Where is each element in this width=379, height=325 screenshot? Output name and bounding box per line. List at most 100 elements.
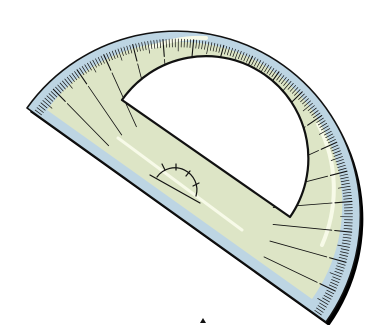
scale-tick: [337, 164, 346, 168]
scale-tick: [342, 236, 352, 239]
scale-tick: [322, 297, 330, 303]
scale-tick: [328, 284, 337, 289]
scale-tick: [95, 58, 100, 67]
scale-tick: [55, 86, 62, 94]
scale-tick: [264, 64, 270, 73]
scale-tick: [246, 54, 251, 63]
scale-tick: [132, 43, 138, 62]
scale-tick: [314, 310, 322, 316]
scale-tick: [330, 144, 339, 149]
protractor-pivot-mark: [200, 318, 206, 323]
scale-tick: [320, 141, 338, 150]
scale-tick: [280, 77, 287, 85]
scale-tick: [317, 305, 326, 311]
scale-division-line: [272, 224, 333, 231]
scale-tick: [289, 85, 296, 92]
scale-tick: [129, 44, 133, 54]
scale-tick: [117, 48, 123, 61]
scale-tick: [46, 95, 54, 102]
scale-tick: [100, 55, 105, 64]
scale-tick: [336, 162, 345, 166]
scale-tick: [343, 233, 352, 236]
scale-tick: [103, 54, 112, 71]
scale-tick: [319, 302, 327, 308]
scale-tick: [307, 105, 315, 111]
scale-tick: [69, 74, 75, 82]
scale-tick: [240, 52, 245, 61]
scale-tick: [343, 225, 353, 227]
scale-tick: [337, 244, 350, 248]
scale-tick: [339, 254, 348, 257]
scale-tick: [282, 80, 292, 91]
scale-tick: [57, 84, 64, 92]
scale-tick: [309, 107, 317, 114]
scale-tick: [76, 69, 88, 85]
scale-tick: [40, 102, 48, 109]
scale-tick: [340, 251, 349, 254]
scale-tick: [339, 173, 349, 177]
scale-tick: [189, 39, 191, 48]
scale-tick: [66, 76, 73, 84]
scale-tick: [302, 98, 309, 105]
scale-tick: [323, 130, 332, 136]
scale-tick: [340, 176, 349, 180]
scale-tick: [329, 272, 342, 278]
scale-tick: [81, 66, 87, 74]
scale-tick: [325, 292, 333, 297]
scale-tick: [342, 239, 351, 242]
scale-tick: [156, 39, 159, 49]
scale-tick: [109, 51, 113, 61]
scale-tick: [87, 62, 92, 71]
scale-tick: [283, 79, 290, 86]
scale-tick: [206, 41, 210, 55]
scale-tick: [334, 229, 353, 233]
scale-tick: [138, 42, 141, 52]
scale-tick: [326, 136, 335, 141]
scale-tick: [204, 41, 207, 50]
scale-tick: [106, 53, 111, 62]
scale-tick: [243, 53, 248, 62]
scale-tick: [331, 147, 340, 152]
protractor-highlight: [148, 35, 208, 50]
scale-tick: [332, 150, 341, 155]
scale-tick: [92, 59, 97, 68]
scale-tick: [42, 100, 53, 109]
scale-tick: [294, 89, 301, 96]
scale-tick: [256, 60, 262, 68]
scale-tick: [323, 295, 332, 300]
scale-tick: [89, 61, 97, 73]
scale-division-line: [263, 256, 318, 283]
scale-tick: [120, 47, 124, 56]
scale-tick: [291, 87, 299, 94]
scale-tick: [97, 57, 103, 65]
protractor-hole: [120, 55, 310, 219]
scale-tick: [298, 93, 305, 100]
scale-tick: [335, 159, 344, 163]
scale-tick: [84, 64, 90, 72]
scale-tick: [111, 50, 116, 59]
scale-tick: [224, 45, 228, 55]
scale-tick: [135, 43, 138, 52]
scale-tick: [343, 195, 352, 197]
scale-tick: [50, 91, 58, 98]
scale-tick: [316, 307, 324, 313]
scale-tick: [316, 117, 324, 123]
scale-tick: [253, 58, 259, 67]
scale-tick: [32, 112, 48, 124]
scale-tick: [333, 153, 342, 157]
scale-tick: [126, 45, 130, 55]
scale-tick: [337, 262, 346, 266]
scale-tick: [201, 40, 204, 50]
protractor-highlight: [316, 122, 336, 247]
scale-division-line: [87, 85, 123, 136]
scale-tick: [212, 42, 216, 52]
scale-tick: [74, 71, 80, 79]
scale-division-line: [254, 271, 304, 307]
scale-tick: [304, 100, 311, 107]
scale-tick: [337, 185, 351, 189]
scale-tick: [334, 200, 353, 204]
scale-tick: [341, 182, 350, 185]
scale-tick: [327, 139, 336, 144]
scale-tick: [144, 41, 147, 51]
